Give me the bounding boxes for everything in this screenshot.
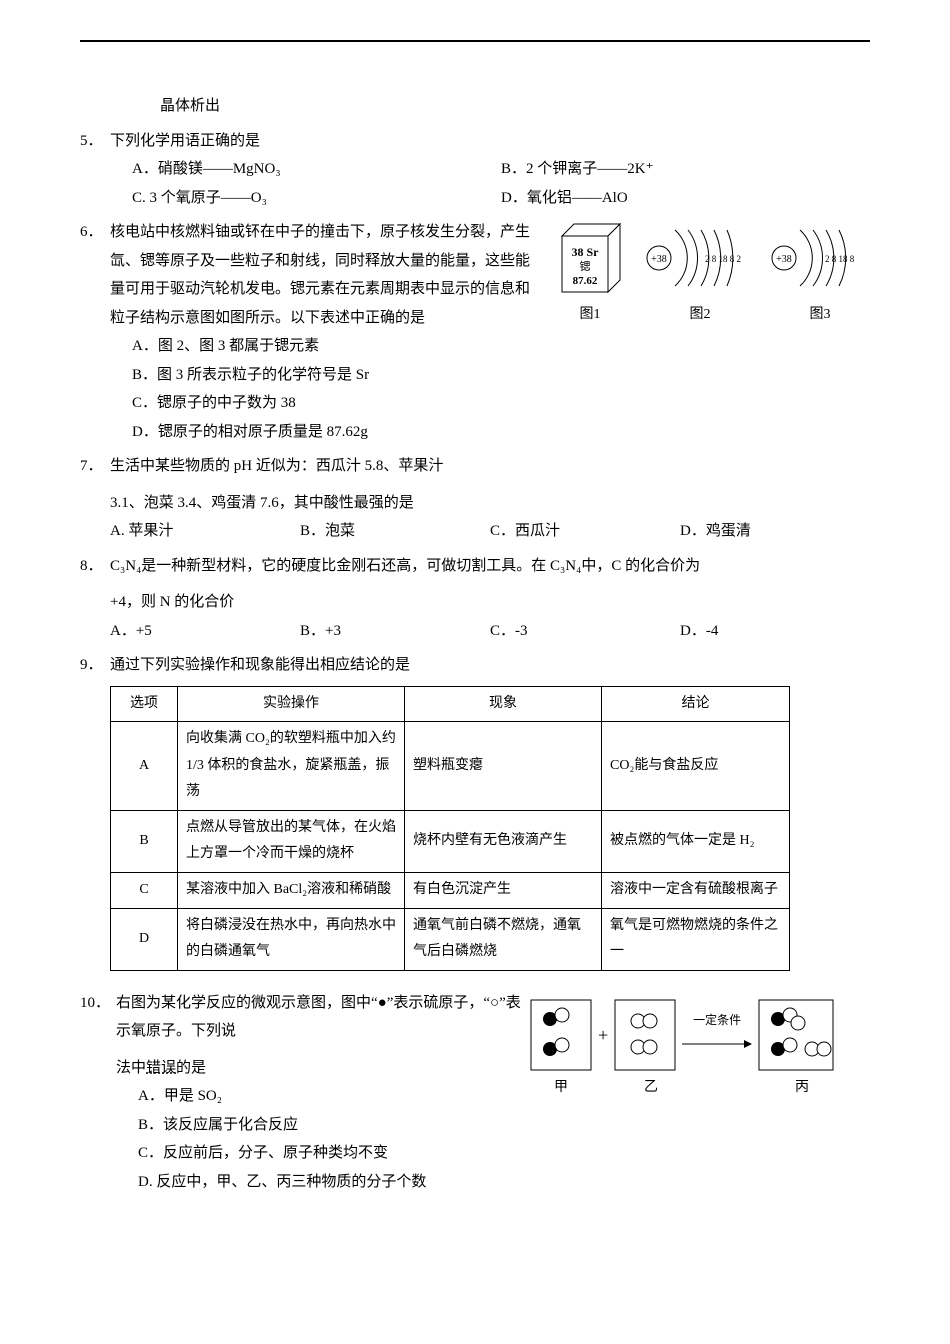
cell: 通氧气前白磷不燃烧，通氧气后白磷燃烧 [405, 908, 602, 970]
cell: 有白色沉淀产生 [405, 873, 602, 909]
cell: 点燃从导管放出的某气体，在火焰上方罩一个冷而干燥的烧杯 [178, 810, 405, 872]
element-box-icon: 38 Sr 锶 87.62 [550, 218, 630, 298]
q6-opt-a: A．图 2、图 3 都属于锶元素 [110, 332, 870, 361]
question-8: 8． C₃N₄是一种新型材料，它的硬度比金刚石还高，可做切割工具。在 C₃N₄中… [80, 552, 870, 646]
cell: C [111, 873, 178, 909]
q5-opt-d: D．氧化铝——AlO [501, 184, 870, 213]
q8-opt-a: A．+5 [110, 617, 300, 646]
molecule-yi-icon [614, 999, 676, 1071]
box-mid: 锶 [580, 259, 591, 273]
cell: 烧杯内壁有无色液滴产生 [405, 810, 602, 872]
q7-number: 7． [80, 452, 110, 546]
cell: CO₂能与食盐反应 [602, 722, 790, 811]
q7-opt-b: B．泡菜 [300, 517, 490, 546]
table-row: C 某溶液中加入 BaCl₂溶液和稀硝酸 有白色沉淀产生 溶液中一定含有硫酸根离… [111, 873, 790, 909]
q8-number: 8． [80, 552, 110, 646]
q6-opt-d: D．锶原子的相对原子质量是 87.62g [110, 418, 870, 447]
q5-number: 5． [80, 127, 110, 213]
cell: 溶液中一定含有硫酸根离子 [602, 873, 790, 909]
table-row: B 点燃从导管放出的某气体，在火焰上方罩一个冷而干燥的烧杯 烧杯内壁有无色液滴产… [111, 810, 790, 872]
cell: 被点燃的气体一定是 H₂ [602, 810, 790, 872]
q6-diagram: 38 Sr 锶 87.62 +38 2 8 18 8 2 [550, 218, 870, 329]
q9-stem: 通过下列实验操作和现象能得出相应结论的是 [110, 651, 870, 680]
box-bot: 87.62 [573, 275, 598, 287]
arrow-icon [682, 1038, 752, 1050]
q10-opt-d: D. 反应中，甲、乙、丙三种物质的分子个数 [116, 1168, 870, 1197]
q9-number: 9． [80, 651, 110, 971]
q10-diagram: + 一定条件 [530, 999, 870, 1102]
question-9: 9． 通过下列实验操作和现象能得出相应结论的是 选项 实验操作 现象 结论 A … [80, 651, 870, 971]
question-7: 7． 生活中某些物质的 pH 近似为：西瓜汁 5.8、苹果汁 3.1、泡菜 3.… [80, 452, 870, 546]
plus-sign: + [598, 1018, 608, 1052]
svg-text:+38: +38 [776, 254, 792, 265]
molecule-bing-icon [758, 999, 834, 1071]
cell: 某溶液中加入 BaCl₂溶液和稀硝酸 [178, 873, 405, 909]
svg-text:2 8 18 8: 2 8 18 8 [825, 254, 855, 264]
table-row: A 向收集满 CO₂的软塑料瓶中加入约 1/3 体积的食盐水，旋紧瓶盖，振荡 塑… [111, 722, 790, 811]
q8-stem2: +4，则 N 的化合价 [110, 588, 870, 617]
table-row: D 将白磷浸没在热水中，再向热水中的白磷通氧气 通氧气前白磷不燃烧，通氧气后白磷… [111, 908, 790, 970]
q6-opt-c: C．锶原子的中子数为 38 [110, 389, 870, 418]
atom-diagram-3-icon: +38 2 8 18 8 [770, 218, 870, 298]
q6-cap2: 图2 [645, 302, 755, 329]
q10-number: 10． [80, 989, 116, 1197]
q6-cap3: 图3 [770, 302, 870, 329]
cap-jia: 甲 [530, 1075, 592, 1102]
q7-opt-d: D．鸡蛋清 [680, 517, 870, 546]
q9-table: 选项 实验操作 现象 结论 A 向收集满 CO₂的软塑料瓶中加入约 1/3 体积… [110, 686, 790, 971]
cell: 将白磷浸没在热水中，再向热水中的白磷通氧气 [178, 908, 405, 970]
q8-opt-b: B．+3 [300, 617, 490, 646]
q8-stem1: C₃N₄是一种新型材料，它的硬度比金刚石还高，可做切割工具。在 C₃N₄中，C … [110, 552, 870, 581]
prev-fragment: 晶体析出 [80, 92, 870, 121]
q10-opt-c: C．反应前后，分子、原子种类均不变 [116, 1139, 870, 1168]
q7-opt-c: C．西瓜汁 [490, 517, 680, 546]
q7-opt-a: A. 苹果汁 [110, 517, 300, 546]
molecule-jia-icon [530, 999, 592, 1071]
th-option: 选项 [111, 686, 178, 722]
q5-stem: 下列化学用语正确的是 [110, 127, 870, 156]
top-rule [80, 40, 870, 42]
cell: 塑料瓶变瘪 [405, 722, 602, 811]
question-6: 6． 38 Sr 锶 87.62 +38 [80, 218, 870, 446]
cell: B [111, 810, 178, 872]
q8-opt-c: C．-3 [490, 617, 680, 646]
q6-cap1: 图1 [550, 302, 630, 329]
table-header-row: 选项 实验操作 现象 结论 [111, 686, 790, 722]
q6-opt-b: B．图 3 所表示粒子的化学符号是 Sr [110, 361, 870, 390]
cell: 氧气是可燃物燃烧的条件之一 [602, 908, 790, 970]
cap-bing: 丙 [764, 1075, 840, 1102]
th-conclusion: 结论 [602, 686, 790, 722]
question-5: 5． 下列化学用语正确的是 A．硝酸镁——MgNO₃ B．2 个钾离子——2K⁺… [80, 127, 870, 213]
cell: A [111, 722, 178, 811]
question-10: 10． + 一定条件 [80, 989, 870, 1197]
svg-text:+38: +38 [651, 254, 667, 265]
th-operation: 实验操作 [178, 686, 405, 722]
cell: 向收集满 CO₂的软塑料瓶中加入约 1/3 体积的食盐水，旋紧瓶盖，振荡 [178, 722, 405, 811]
q6-number: 6． [80, 218, 110, 446]
svg-text:2 8 18 8 2: 2 8 18 8 2 [705, 254, 741, 264]
q5-opt-c: C. 3 个氧原子——O₃ [132, 184, 501, 213]
cell: D [111, 908, 178, 970]
q5-opt-b: B．2 个钾离子——2K⁺ [501, 155, 870, 184]
cap-yi: 乙 [620, 1075, 682, 1102]
q8-opt-d: D．-4 [680, 617, 870, 646]
q10-opt-b: B．该反应属于化合反应 [116, 1111, 870, 1140]
atom-diagram-2-icon: +38 2 8 18 8 2 [645, 218, 755, 298]
arrow-label: 一定条件 [682, 1009, 752, 1032]
q7-stem2: 3.1、泡菜 3.4、鸡蛋清 7.6，其中酸性最强的是 [110, 489, 870, 518]
q5-opt-a: A．硝酸镁——MgNO₃ [132, 155, 501, 184]
th-phenomenon: 现象 [405, 686, 602, 722]
q7-stem1: 生活中某些物质的 pH 近似为：西瓜汁 5.8、苹果汁 [110, 452, 870, 481]
box-top: 38 Sr [572, 245, 600, 259]
